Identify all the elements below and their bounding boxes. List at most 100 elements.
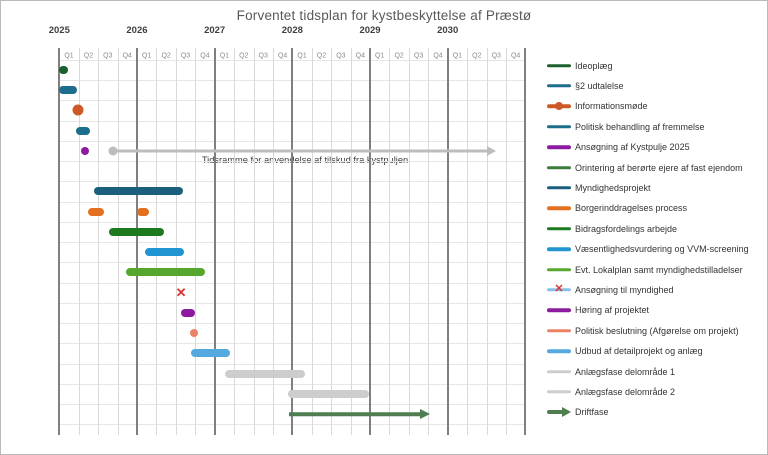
quarter-label: Q1 — [452, 52, 463, 60]
gridline-quarter — [311, 48, 313, 435]
quarter-label: Q3 — [491, 52, 501, 60]
legend-label: Anlægsfase delområde 2 — [575, 386, 676, 397]
legend-item: §2 udtalelse — [547, 76, 757, 96]
gantt-phase-arrow — [289, 412, 422, 416]
gridline-year — [213, 48, 216, 435]
legend-line-icon — [547, 288, 571, 292]
gridline-quarter — [408, 48, 410, 435]
legend-line-icon — [547, 84, 571, 88]
year-label: 2025 — [48, 25, 70, 36]
gridline-quarter — [331, 48, 333, 435]
quarter-label: Q3 — [413, 52, 424, 60]
quarter-label: Q2 — [316, 52, 327, 60]
gridline-year — [135, 48, 138, 435]
legend-label: Evt. Lokalplan samt myndighedstilladelse… — [575, 264, 743, 275]
gantt-bar — [94, 187, 183, 196]
legend-item: Politisk beslutning (Afgørelse om projek… — [547, 321, 757, 341]
quarter-label: Q1 — [375, 52, 385, 60]
legend-arrowhead-icon — [562, 407, 571, 418]
gantt-bar — [181, 308, 196, 317]
tidsramme-arrow — [113, 149, 489, 153]
legend-line-icon — [547, 124, 571, 129]
legend-item: Anlægsfase delområde 2 — [547, 382, 757, 402]
legend-line-icon — [547, 206, 571, 211]
legend-line-icon — [547, 186, 571, 190]
legend-label: Politisk beslutning (Afgørelse om projek… — [575, 325, 739, 336]
quarter-label: Q1 — [297, 52, 307, 60]
gridline-year — [524, 48, 527, 435]
gridline-quarter — [98, 48, 100, 435]
gantt-bar — [145, 248, 185, 257]
legend-item: Anlægsfase delområde 1 — [547, 362, 757, 382]
quarter-label: Q1 — [64, 52, 74, 60]
legend-item: Politisk behandling af fremmelse — [547, 117, 757, 137]
gridline-year — [446, 48, 449, 435]
legend-line-icon — [547, 390, 571, 394]
legend-line-icon — [547, 145, 571, 149]
legend-item: Høring af projektet — [547, 300, 757, 320]
legend-label: Ansøgning til myndighed — [575, 284, 674, 295]
legend-line-icon — [547, 226, 571, 231]
year-label: 2029 — [359, 25, 381, 36]
gantt-bar — [126, 268, 206, 277]
gridline-year — [369, 48, 372, 435]
quarter-label: Q3 — [258, 52, 268, 60]
quarter-label: Q1 — [142, 52, 152, 60]
gantt-bar — [224, 369, 305, 378]
legend-item: Borgerinddragelses process — [547, 198, 757, 218]
legend-x-icon: ✕ — [554, 282, 564, 295]
legend-label: Udbud af detailprojekt og anlæg — [575, 346, 703, 357]
legend-label: Bidragsfordelings arbejde — [575, 223, 678, 234]
year-label: 2026 — [126, 25, 148, 36]
gridline-quarter — [486, 48, 488, 435]
legend-line-icon — [547, 63, 571, 68]
gantt-milestone-x: ✕ — [175, 284, 187, 300]
legend-item: Væsentlighedsvurdering og VVM-screening — [547, 239, 757, 259]
legend-label: Anlægsfase delområde 1 — [575, 366, 676, 377]
legend-item: Driftfase — [547, 402, 757, 422]
legend-item: Ansøgning af Kystpulje 2025 — [547, 137, 757, 157]
gridline-quarter — [234, 48, 236, 435]
gridline-quarter — [467, 48, 469, 435]
year-label: 2028 — [281, 25, 303, 36]
quarter-label: Q2 — [161, 52, 171, 60]
quarter-label: Q1 — [219, 52, 230, 60]
gridline-quarter — [175, 48, 177, 435]
legend-item: Orintering af berørte ejere af fast ejen… — [547, 158, 757, 178]
legend-item: Ideoplæg — [547, 56, 757, 76]
gantt-bar — [88, 207, 105, 216]
gantt-bar — [59, 86, 77, 95]
legend-line-icon — [547, 328, 571, 333]
quarter-label: Q4 — [277, 52, 288, 60]
gridline-quarter — [389, 48, 391, 435]
gantt-milestone-dot — [190, 329, 199, 338]
tidsramme-annotation-label: Tidsramme for anvendelse af tilskud fra … — [201, 155, 409, 165]
legend-item: ✕ Ansøgning til myndighed — [547, 280, 757, 300]
gridline-year — [291, 48, 294, 435]
legend-label: Informationsmøde — [575, 101, 648, 112]
legend-dot-icon — [555, 102, 563, 111]
gridline-quarter — [428, 48, 430, 435]
legend-line-icon — [547, 349, 571, 353]
legend-item: Bidragsfordelings arbejde — [547, 219, 757, 239]
legend-item: Udbud af detailprojekt og anlæg — [547, 341, 757, 361]
quarter-label: Q3 — [103, 52, 113, 60]
quarter-label: Q4 — [122, 52, 132, 60]
legend-arrow-line — [547, 410, 563, 415]
legend-line-icon — [547, 165, 571, 170]
quarter-label: Q3 — [336, 52, 346, 60]
gantt-milestone-dot — [72, 104, 84, 116]
quarter-label: Q3 — [180, 52, 191, 60]
legend-item: Evt. Lokalplan samt myndighedstilladelse… — [547, 260, 757, 280]
gantt-milestone-dot — [81, 146, 90, 155]
year-label: 2030 — [437, 25, 459, 36]
gantt-phase-arrowhead — [420, 409, 431, 420]
legend-label: §2 udtalelse — [575, 80, 624, 91]
legend-label: Orintering af berørte ejere af fast ejen… — [575, 162, 743, 173]
legend-label: Ideoplæg — [575, 60, 613, 71]
gantt-bar — [191, 349, 231, 358]
legend-label: Driftfase — [575, 407, 609, 418]
legend-line-icon — [547, 267, 571, 272]
gridline-quarter — [272, 48, 274, 435]
quarter-label: Q2 — [83, 52, 94, 60]
